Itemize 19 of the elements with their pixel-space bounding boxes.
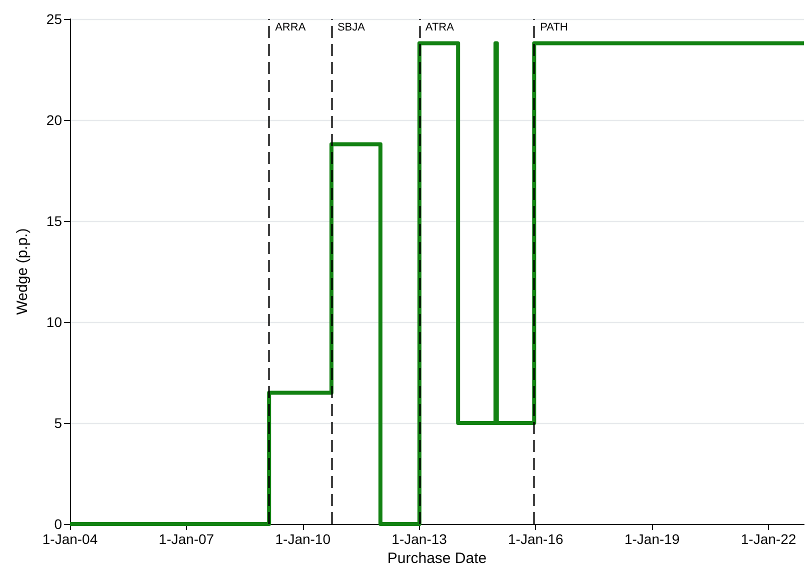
x-tick-label: 1-Jan-07 [158, 531, 214, 547]
y-tick-label: 0 [54, 516, 62, 532]
y-tick-label: 20 [46, 112, 62, 128]
x-tick-label: 1-Jan-04 [42, 531, 98, 547]
ref-line-label: PATH [540, 22, 568, 34]
y-tick-label: 10 [46, 314, 62, 330]
ref-line-label: SBJA [337, 22, 366, 34]
ref-line-label: ATRA [425, 22, 455, 34]
y-tick-label: 5 [54, 415, 62, 431]
x-tick-label: 1-Jan-22 [740, 531, 796, 547]
ref-line-label: ARRA [275, 22, 306, 34]
x-tick-label: 1-Jan-10 [275, 531, 331, 547]
y-tick-label: 25 [46, 11, 62, 27]
x-tick-label: 1-Jan-13 [392, 531, 448, 547]
y-axis-title: Wedge (p.p.) [14, 228, 31, 315]
x-axis-title: Purchase Date [387, 550, 487, 567]
y-tick-label: 15 [46, 213, 62, 229]
x-tick-label: 1-Jan-16 [508, 531, 564, 547]
x-tick-label: 1-Jan-19 [624, 531, 680, 547]
